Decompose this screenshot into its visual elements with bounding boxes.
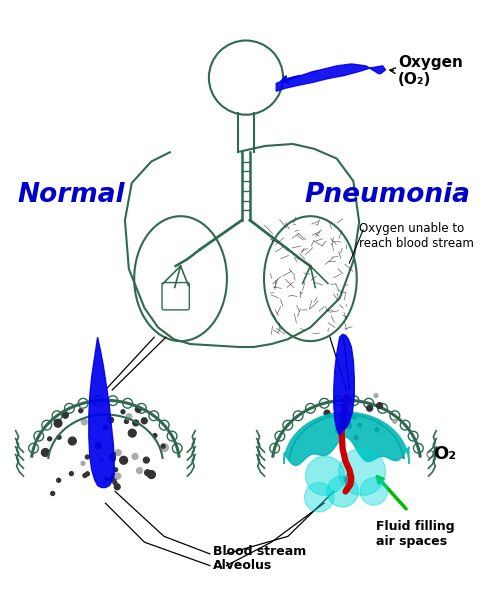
Text: Fluid filling
air spaces: Fluid filling air spaces [376, 520, 454, 547]
Circle shape [104, 425, 107, 429]
Circle shape [327, 476, 358, 507]
Text: Oxygen unable to
reach blood stream: Oxygen unable to reach blood stream [359, 222, 474, 250]
Circle shape [136, 467, 142, 474]
Circle shape [48, 437, 52, 441]
Circle shape [86, 455, 89, 459]
Circle shape [124, 420, 128, 423]
Circle shape [121, 410, 125, 414]
Circle shape [161, 444, 165, 448]
Circle shape [120, 456, 128, 464]
Text: Alveolus: Alveolus [213, 559, 272, 572]
Circle shape [116, 450, 121, 456]
Circle shape [79, 409, 82, 413]
Polygon shape [276, 64, 386, 91]
Circle shape [336, 429, 340, 433]
Circle shape [113, 481, 117, 485]
Circle shape [126, 414, 132, 420]
Circle shape [115, 473, 121, 479]
Circle shape [112, 474, 117, 480]
Circle shape [104, 477, 108, 481]
Circle shape [114, 468, 117, 472]
Circle shape [86, 472, 89, 476]
Circle shape [338, 413, 344, 419]
Circle shape [358, 423, 362, 427]
Circle shape [50, 491, 54, 496]
Text: Pneumonia: Pneumonia [304, 181, 470, 208]
Circle shape [62, 412, 68, 418]
Circle shape [360, 478, 388, 505]
Circle shape [68, 437, 76, 445]
Circle shape [112, 457, 115, 461]
Circle shape [340, 416, 344, 420]
Circle shape [112, 452, 116, 456]
Circle shape [114, 484, 120, 490]
Circle shape [102, 480, 105, 484]
Circle shape [338, 448, 386, 496]
Circle shape [57, 435, 61, 439]
Circle shape [342, 407, 347, 413]
Circle shape [56, 478, 60, 482]
Circle shape [70, 472, 73, 475]
Circle shape [144, 470, 150, 475]
Circle shape [346, 423, 352, 429]
Circle shape [324, 410, 330, 416]
Circle shape [82, 419, 87, 425]
Circle shape [96, 443, 102, 448]
Circle shape [133, 420, 138, 426]
Circle shape [132, 453, 138, 459]
Circle shape [153, 434, 157, 437]
Circle shape [83, 474, 87, 477]
Circle shape [54, 419, 62, 427]
Circle shape [108, 417, 114, 423]
Circle shape [100, 458, 103, 462]
Circle shape [306, 456, 344, 496]
Polygon shape [334, 334, 354, 435]
Polygon shape [284, 412, 409, 466]
Circle shape [142, 418, 147, 423]
Circle shape [144, 457, 150, 463]
Circle shape [366, 405, 372, 411]
Circle shape [136, 406, 141, 412]
Circle shape [376, 403, 382, 409]
Text: Normal: Normal [18, 181, 125, 208]
Circle shape [393, 419, 396, 423]
Circle shape [352, 415, 356, 419]
Circle shape [110, 454, 116, 460]
Circle shape [128, 430, 136, 437]
Circle shape [81, 461, 85, 466]
Circle shape [304, 483, 334, 512]
Text: Blood stream: Blood stream [213, 546, 306, 558]
Circle shape [375, 428, 379, 431]
Polygon shape [89, 337, 114, 488]
Circle shape [42, 448, 50, 456]
Circle shape [80, 408, 84, 412]
Circle shape [109, 478, 113, 481]
Circle shape [148, 470, 156, 478]
Circle shape [374, 393, 378, 398]
Text: O₂: O₂ [434, 445, 456, 463]
Circle shape [160, 444, 168, 452]
Circle shape [354, 436, 358, 439]
Text: Oxygen
(O₂): Oxygen (O₂) [398, 54, 463, 87]
